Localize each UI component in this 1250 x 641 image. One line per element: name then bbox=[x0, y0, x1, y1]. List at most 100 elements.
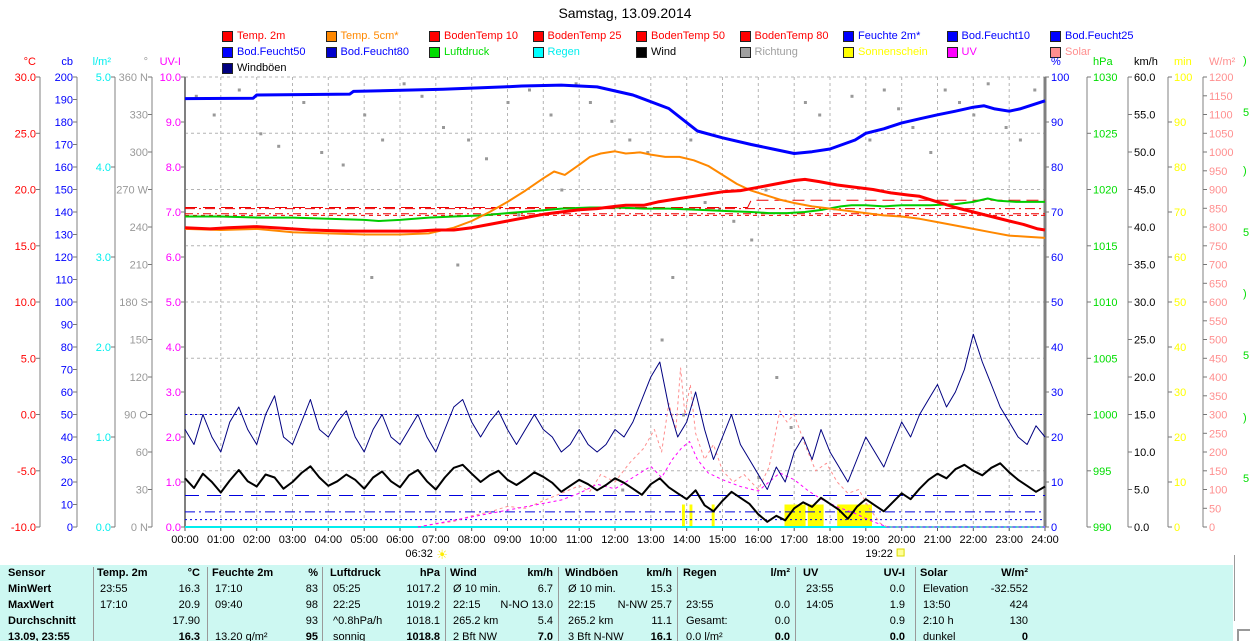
axis-tick-label: 0.0 bbox=[1134, 522, 1149, 534]
axis-tick-label: 0 bbox=[1051, 522, 1057, 534]
legend-swatch-icon bbox=[843, 46, 854, 58]
resize-grip[interactable] bbox=[1237, 629, 1250, 641]
legend-swatch-icon bbox=[222, 62, 233, 74]
legend-item: Temp. 2m bbox=[222, 28, 285, 44]
wind-direction-dot bbox=[320, 151, 324, 154]
x-tick-label: 13:00 bbox=[637, 534, 665, 546]
axis-tick-label: 10 bbox=[1174, 477, 1186, 489]
clipped-axis-label: ) bbox=[1243, 165, 1247, 177]
legend-item: UV bbox=[946, 44, 977, 60]
page-title: Samstag, 13.09.2014 bbox=[558, 5, 692, 21]
table-cell-time: 22:15 bbox=[568, 599, 596, 611]
legend-swatch-icon bbox=[1050, 46, 1061, 58]
axis-tick-label: -10.0 bbox=[11, 522, 36, 534]
wind-direction-dot bbox=[929, 151, 933, 154]
table-cell-time: 265.2 km bbox=[568, 615, 614, 627]
axis-tick-label: 2.0 bbox=[166, 432, 181, 444]
wind-direction-dot bbox=[646, 151, 650, 154]
axis-tick-label: 300 bbox=[130, 147, 148, 159]
legend-label: Temp. 2m bbox=[237, 30, 286, 42]
table-column-divider bbox=[207, 567, 208, 641]
axis-tick-label: 50 bbox=[1051, 297, 1063, 309]
axis-tick-label: 35.0 bbox=[1134, 260, 1155, 272]
axis-tick-label: 6.0 bbox=[166, 252, 181, 264]
table-cell-time: Ø 10 min. bbox=[453, 583, 501, 595]
axis-tick-label: 650 bbox=[1209, 278, 1227, 290]
legend-label: Bod.Feucht50 bbox=[237, 46, 306, 58]
table-cell-value: -32.552 bbox=[990, 583, 1028, 595]
axis-tick-label: 1.0 bbox=[166, 477, 181, 489]
axis-tick-label: 15.0 bbox=[1134, 410, 1155, 422]
wind-direction-dot bbox=[549, 113, 553, 117]
table-col-unit: l/m² bbox=[770, 567, 790, 579]
legend-item: BodenTemp 25 bbox=[532, 28, 622, 44]
x-tick-label: 00:00 bbox=[171, 534, 199, 546]
x-tick-label: 20:00 bbox=[888, 534, 916, 546]
x-tick-label: 04:00 bbox=[315, 534, 343, 546]
axis-tick-label: 15.0 bbox=[15, 241, 36, 253]
legend-item: Wind bbox=[636, 44, 676, 60]
axis-tick-label: 0.0 bbox=[166, 522, 181, 534]
weather-chart: 00:00 01:00 02:00 03:00 04:00 05:00 06:00 07:00… bbox=[11, 55, 1249, 562]
wind-direction-dot bbox=[420, 94, 424, 98]
sunset-time: 19:22 bbox=[865, 548, 893, 560]
axis-tick-label: 20 bbox=[1174, 432, 1186, 444]
legend-item: Richtung bbox=[739, 44, 798, 60]
table-cell-value: 1018.1 bbox=[406, 615, 440, 627]
legend-label: BodenTemp 10 bbox=[444, 30, 518, 42]
legend-swatch-icon bbox=[843, 30, 854, 42]
axis-tick-label: 5.0 bbox=[96, 72, 111, 84]
axis-tick-label: 4.0 bbox=[96, 162, 111, 174]
wind-direction-dot bbox=[506, 101, 510, 104]
clipped-axis-label: 5 bbox=[1243, 227, 1249, 239]
table-cell-time: 265.2 km bbox=[453, 615, 499, 627]
legend-label: Windböen bbox=[237, 62, 287, 74]
table-cell-value: N-NO 13.0 bbox=[500, 599, 553, 611]
legend-label: Temp. 5cm* bbox=[340, 30, 399, 42]
axis-tick-label: 2.0 bbox=[96, 342, 111, 354]
axis-tick-label: 110 bbox=[55, 275, 73, 287]
table-cell-value: 0.0 bbox=[889, 583, 905, 595]
axis-tick-label: 270 W bbox=[116, 185, 148, 197]
series-wind bbox=[184, 462, 1046, 523]
wind-direction-dot bbox=[757, 476, 761, 479]
table-col-header: UV bbox=[803, 567, 819, 579]
table-cell-value: 1017.2 bbox=[406, 583, 440, 595]
wind-direction-dot bbox=[610, 119, 614, 123]
table-cell-time: 2 Bft NW bbox=[453, 631, 498, 641]
table-cell-value: 17.90 bbox=[172, 615, 200, 627]
axis-tick-label: 1020 bbox=[1093, 185, 1117, 197]
axis-tick-label: 90 bbox=[1174, 117, 1186, 129]
table-cell-value: 20.9 bbox=[178, 599, 200, 611]
axis-tick-label: 330 bbox=[130, 110, 148, 122]
x-tick-label: 10:00 bbox=[530, 534, 558, 546]
axis-tick-label: 250 bbox=[1209, 428, 1227, 440]
axis-tick-label: 55.0 bbox=[1134, 110, 1155, 122]
wind-direction-dot bbox=[363, 113, 367, 117]
axis-tick-label: 70 bbox=[61, 365, 73, 377]
axis-tick-label: 800 bbox=[1209, 222, 1227, 234]
axis-tick-label: 150 bbox=[1209, 466, 1227, 478]
wind-direction-dot bbox=[628, 138, 632, 142]
x-tick-label: 14:00 bbox=[673, 534, 701, 546]
table-col-header: Wind bbox=[450, 567, 477, 579]
table-col-unit: % bbox=[308, 567, 318, 579]
table-cell-value: 16.3 bbox=[178, 583, 200, 595]
legend-swatch-icon bbox=[946, 30, 958, 42]
table-column-divider bbox=[93, 567, 94, 641]
legend-label: Regen bbox=[547, 46, 580, 58]
axis-unit-UV-I: UV-I bbox=[160, 56, 181, 68]
axis-tick-label: 30 bbox=[61, 455, 73, 467]
table-col-unit: W/m² bbox=[1001, 567, 1028, 579]
axis-tick-label: 25.0 bbox=[1134, 335, 1155, 347]
axis-tick-label: 0.0 bbox=[21, 410, 36, 422]
x-tick-label: 06:00 bbox=[386, 534, 414, 546]
axis-unit-km/h: km/h bbox=[1134, 56, 1158, 68]
axis-unit-°C: °C bbox=[24, 56, 36, 68]
axis-tick-label: 1000 bbox=[1093, 410, 1117, 422]
legend-row: Windböen bbox=[222, 60, 1172, 76]
wind-direction-dot bbox=[402, 82, 406, 86]
legend-label: Wind bbox=[651, 46, 677, 58]
axis-tick-label: 160 bbox=[55, 162, 73, 174]
